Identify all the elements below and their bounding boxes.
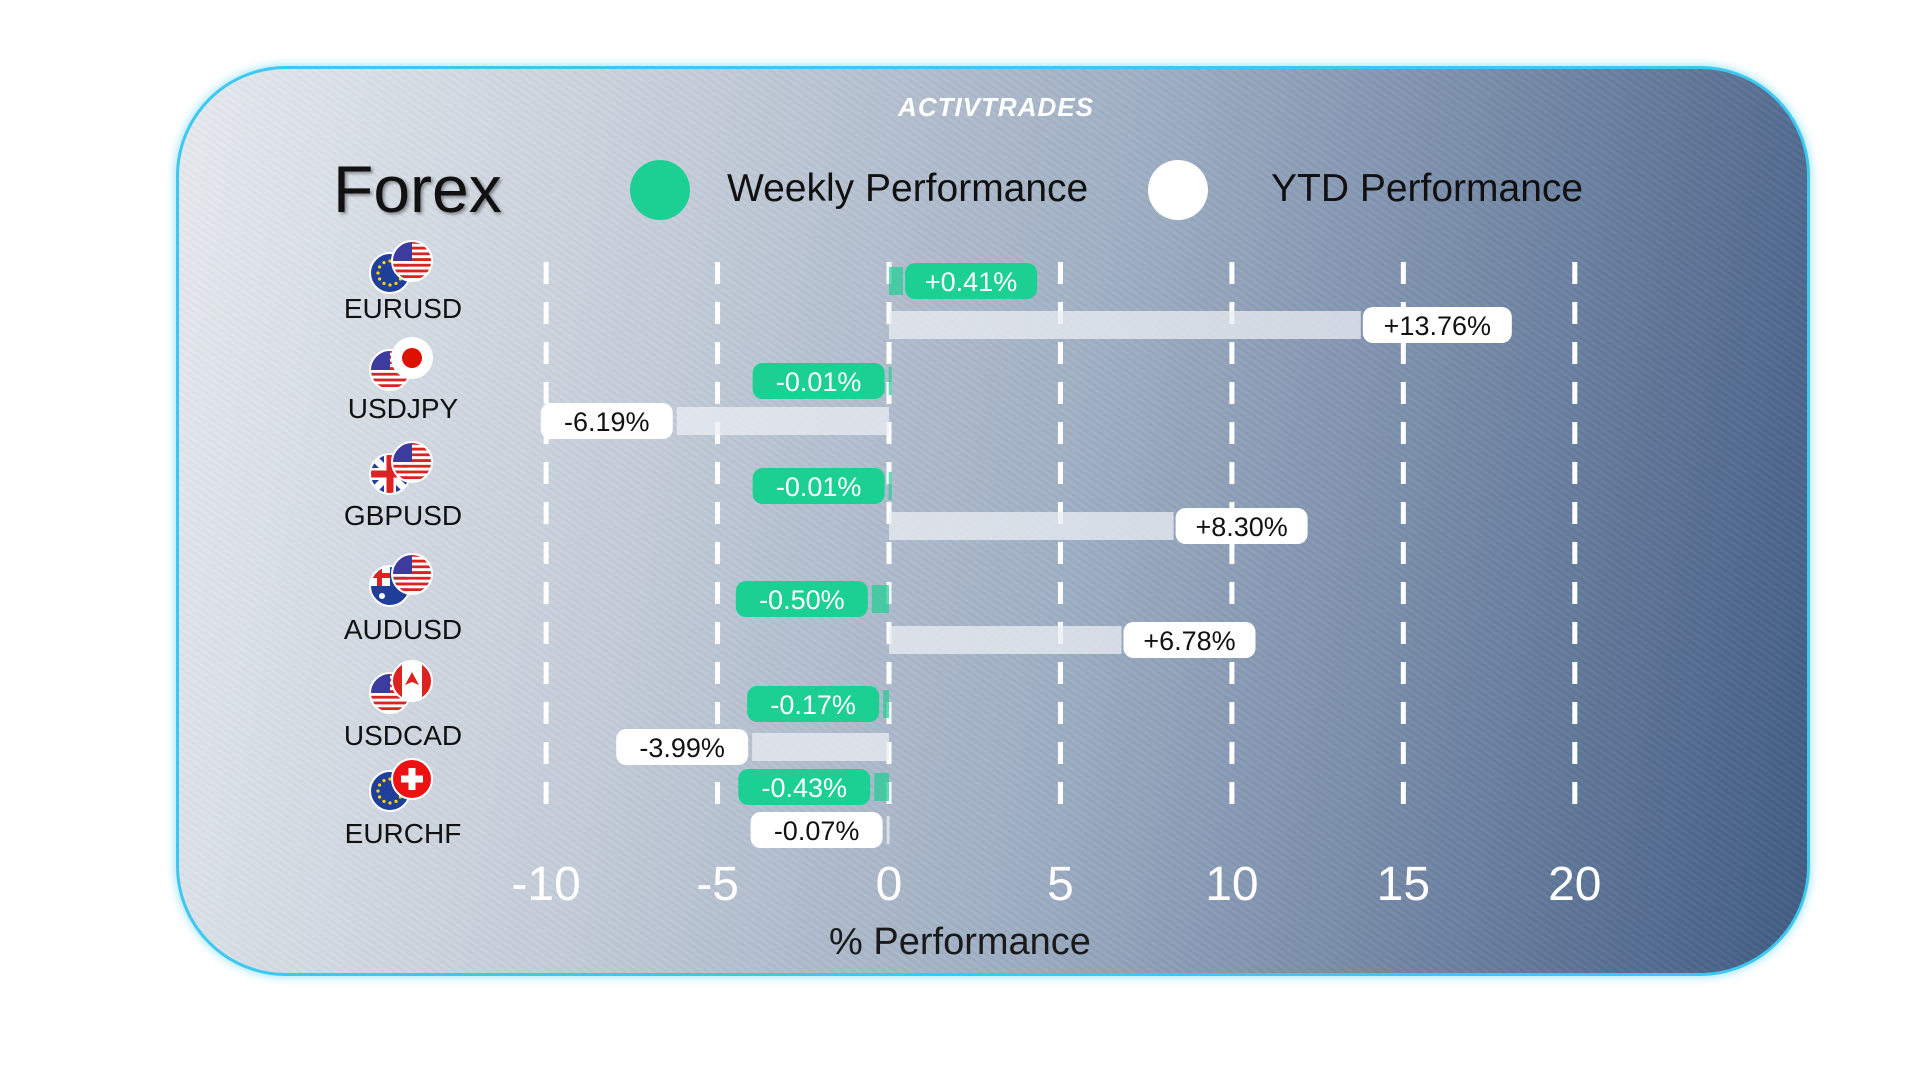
activtrades-logo: ACTIVTRADES	[897, 92, 1094, 122]
ytd-data-label: -0.07%	[774, 816, 860, 846]
weekly-label-box	[747, 686, 880, 722]
ytd-data-label: -6.19%	[564, 407, 650, 437]
usd-flag-icon	[370, 350, 410, 390]
legend-ytd-marker	[1148, 160, 1208, 220]
usd-flag-icon	[370, 673, 410, 713]
x-tick-label: 5	[1047, 858, 1074, 911]
weekly-label-box	[752, 468, 885, 504]
weekly-data-label: +0.41%	[925, 267, 1017, 297]
weekly-data-label: -0.01%	[776, 472, 862, 502]
ytd-label-box	[1175, 508, 1308, 544]
ytd-data-label: +8.30%	[1195, 512, 1287, 542]
x-tick-label: 15	[1377, 858, 1430, 911]
cad-flag-icon	[392, 661, 432, 701]
weekly-label-box	[905, 263, 1038, 299]
row-audusd: AUDUSD -0.50% +6.78%	[344, 553, 1256, 658]
pair-label: EURCHF	[345, 818, 462, 849]
weekly-label-box	[752, 363, 885, 399]
x-axis-label: % Performance	[829, 921, 1091, 963]
chart-card	[176, 66, 1810, 976]
weekly-bar	[883, 690, 889, 718]
ytd-label-box	[540, 403, 673, 439]
weekly-data-label: -0.43%	[761, 773, 847, 803]
page-title: Forex	[333, 152, 502, 226]
ytd-bar	[676, 407, 889, 435]
ytd-data-label: +13.76%	[1384, 311, 1491, 341]
ytd-bar	[889, 311, 1361, 339]
x-tick-label: -10	[511, 858, 580, 911]
x-tick-label: 10	[1205, 858, 1258, 911]
weekly-data-label: -0.01%	[776, 367, 862, 397]
row-usdjpy: USDJPY -0.01% -6.19%	[348, 337, 892, 439]
row-eurusd: EURUSD +0.41% +13.76%	[344, 240, 1512, 343]
ytd-label-box	[750, 812, 883, 848]
ytd-label-box	[616, 729, 749, 765]
weekly-label-box	[735, 581, 868, 617]
chf-flag-icon	[392, 759, 432, 799]
x-tick-label: 0	[876, 858, 903, 911]
jpy-flag-icon	[392, 338, 432, 378]
weekly-bar	[888, 472, 892, 500]
weekly-bar	[871, 585, 889, 613]
ytd-bar	[889, 626, 1122, 654]
weekly-bar	[889, 267, 904, 295]
row-usdcad: USDCAD -0.17% -3.99%	[344, 660, 889, 765]
legend-weekly-marker	[630, 160, 690, 220]
ytd-bar	[752, 733, 889, 761]
x-tick-label: -5	[696, 858, 739, 911]
pair-label: GBPUSD	[344, 500, 462, 531]
weekly-bar	[888, 367, 892, 395]
pair-label: USDJPY	[348, 393, 459, 424]
row-eurchf: EURCHF -0.43% -0.07%	[345, 758, 890, 849]
legend-weekly-label: Weekly Performance	[727, 167, 1088, 210]
weekly-label-box	[738, 769, 871, 805]
pair-label: EURUSD	[344, 293, 462, 324]
ytd-data-label: +6.78%	[1143, 626, 1235, 656]
pair-label: AUDUSD	[344, 614, 462, 645]
x-tick-label: 20	[1548, 858, 1601, 911]
ytd-label-box	[1362, 307, 1512, 343]
legend-ytd-label: YTD Performance	[1271, 167, 1583, 210]
weekly-data-label: -0.17%	[770, 690, 856, 720]
pair-label: USDCAD	[344, 720, 462, 751]
row-gbpusd: GBPUSD -0.01% +8.30%	[344, 441, 1308, 544]
weekly-data-label: -0.50%	[759, 585, 845, 615]
usd-flag-icon	[392, 241, 432, 281]
ytd-data-label: -3.99%	[639, 733, 725, 763]
ytd-label-box	[1123, 622, 1256, 658]
ytd-bar	[889, 512, 1174, 540]
weekly-bar	[874, 773, 889, 801]
ytd-bar	[886, 816, 890, 844]
